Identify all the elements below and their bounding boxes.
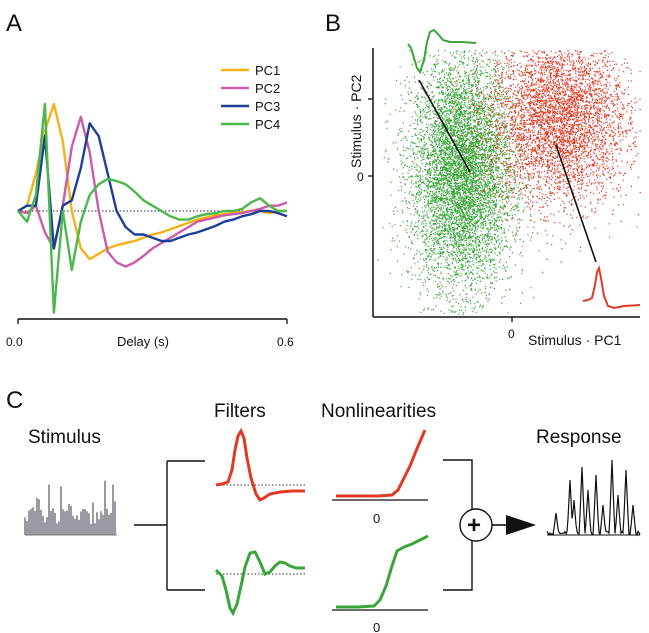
- panel-b-chart: 0 0 Stimulus · PC1 Stimulus · PC2: [348, 28, 641, 348]
- filter-top-curve: [215, 427, 305, 502]
- y-axis-label-b: Stimulus · PC2: [348, 74, 364, 168]
- scatter-points: [377, 50, 641, 316]
- stimulus-trace: [24, 480, 116, 535]
- filters-label: Filters: [214, 401, 266, 422]
- legend-label-pc3: PC3: [255, 99, 280, 114]
- series-line-pc2: [17, 115, 288, 268]
- nl-top-zero-label: 0: [373, 511, 380, 526]
- scatter-cloud-green: [377, 50, 571, 316]
- x-axis-label: Delay (s): [117, 334, 169, 349]
- scatter-cloud-red: [443, 50, 641, 263]
- filter-bottom-curve: [214, 550, 305, 617]
- panel-a-chart: 0.0 0.6 Delay (s): [6, 102, 294, 349]
- pc-direction-red: [555, 144, 597, 263]
- legend-label-pc1: PC1: [255, 63, 280, 78]
- panel-a-letter: A: [6, 10, 22, 37]
- nonlinearities-label: Nonlinearities: [321, 401, 436, 422]
- series-line-pc3: [17, 122, 288, 250]
- response-trace: [546, 459, 641, 537]
- x-tick-label-end: 0.6: [277, 335, 294, 349]
- stimulus-label: Stimulus: [28, 427, 101, 448]
- legend-label-pc4: PC4: [255, 117, 280, 132]
- nl-bottom-zero-label: 0: [373, 620, 380, 633]
- x-tick-label-start: 0.0: [6, 335, 23, 349]
- nl-top-curve: [336, 429, 427, 498]
- inset-filter-green: [407, 28, 477, 75]
- stimulus-bars: [24, 480, 116, 535]
- panel-c-letter: C: [6, 387, 23, 414]
- sum-symbol: +: [467, 512, 481, 539]
- series-line-pc4: [17, 102, 287, 314]
- legend: PC1 PC2 PC3 PC4: [221, 63, 280, 132]
- series-line-pc1: [17, 102, 287, 261]
- y-tick-label-zero: 0: [357, 170, 364, 184]
- panel-b-letter: B: [325, 10, 341, 37]
- x-tick-label-zero: 0: [508, 327, 515, 341]
- nl-bottom-curve: [336, 534, 429, 609]
- pc-direction-green: [418, 79, 471, 173]
- inset-filter-red: [582, 264, 641, 310]
- legend-label-pc2: PC2: [255, 81, 280, 96]
- arrow-head: [506, 515, 536, 535]
- response-label: Response: [536, 427, 622, 448]
- x-axis-label-b: Stimulus · PC1: [528, 332, 622, 348]
- split-connector: [134, 460, 205, 591]
